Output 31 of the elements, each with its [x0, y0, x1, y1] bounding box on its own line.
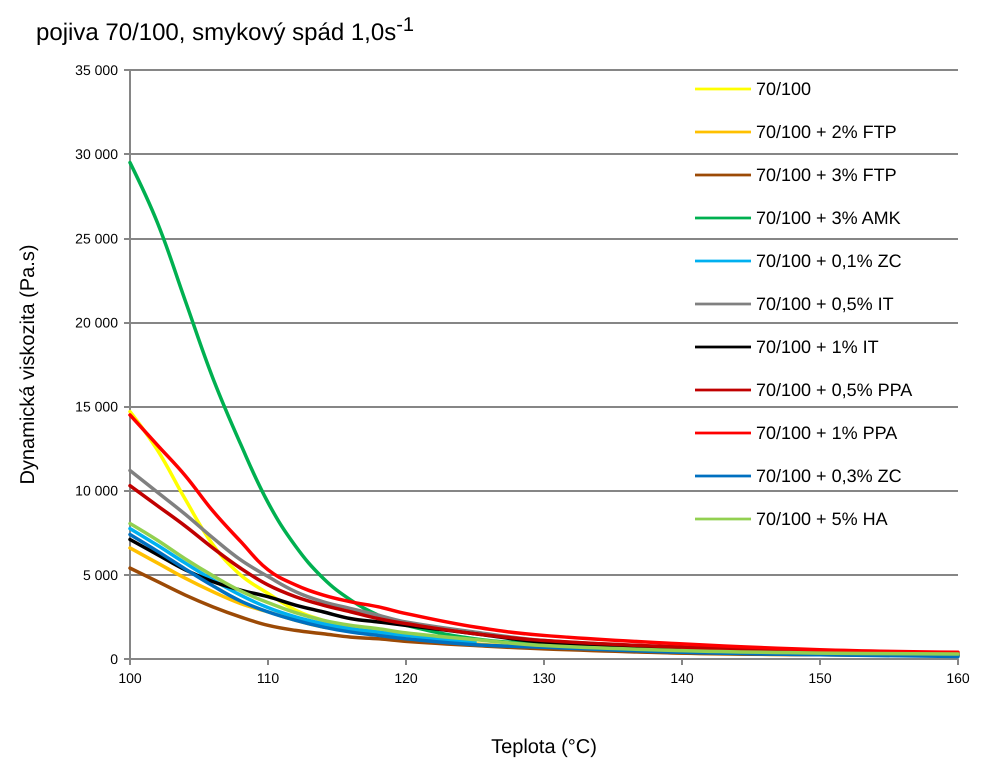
- line-series: [128, 526, 477, 644]
- y-tick-label: 35 000: [75, 62, 118, 78]
- legend-label: 70/100 + 3% AMK: [756, 208, 901, 228]
- line-series: [128, 413, 960, 654]
- y-tick-label: 0: [110, 651, 118, 667]
- y-tick-label: 30 000: [75, 146, 118, 162]
- legend-label: 70/100 + 1% IT: [756, 337, 879, 357]
- legend-label: 70/100 + 0,3% ZC: [756, 466, 902, 486]
- x-tick-label: 120: [394, 670, 418, 686]
- legend-label: 70/100 + 0,5% PPA: [756, 380, 912, 400]
- x-tick-label: 140: [670, 670, 694, 686]
- y-tick-label: 10 000: [75, 482, 118, 499]
- legend-label: 70/100 + 5% HA: [756, 509, 888, 529]
- x-axis-title: Teplota (°C): [491, 736, 597, 758]
- y-tick-label: 15 000: [75, 398, 118, 415]
- legend-label: 70/100 + 1% PPA: [756, 423, 898, 443]
- chart-title: pojiva 70/100, smykový spád 1,0s$^{-1}$: [36, 14, 414, 47]
- y-axis-title: Dynamická viskozita (Pa.s): [17, 244, 39, 485]
- legend-label: 70/100 + 3% FTP: [756, 165, 897, 185]
- legend-label: 70/100: [756, 79, 812, 99]
- x-tick-label: 150: [808, 670, 832, 686]
- y-tick-label: 5 000: [82, 566, 118, 583]
- x-tick-label: 160: [946, 670, 970, 686]
- legend-label: 70/100 + 2% FTP: [756, 122, 897, 142]
- x-tick-label: 100: [118, 670, 142, 686]
- x-tick-label: 110: [256, 670, 280, 686]
- y-tick-label: 25 000: [75, 230, 118, 246]
- legend-label: 70/100 + 0,5% IT: [756, 294, 894, 314]
- legend-label: 70/100 + 0,1% ZC: [756, 251, 902, 271]
- y-tick-label: 20 000: [75, 314, 118, 330]
- x-tick-label: 130: [532, 670, 556, 686]
